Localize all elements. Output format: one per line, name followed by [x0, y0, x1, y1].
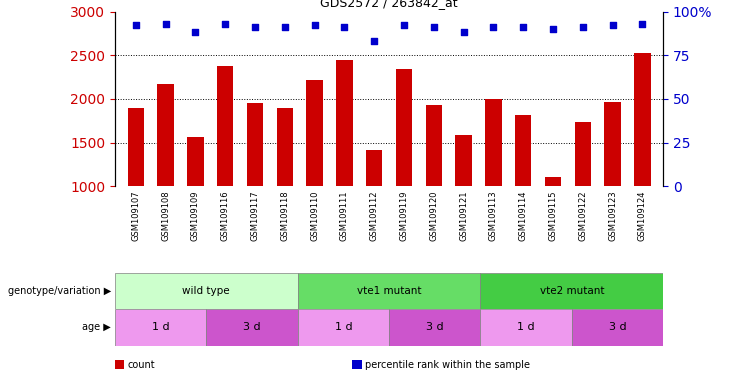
Text: 3 d: 3 d	[243, 322, 261, 333]
Bar	[545, 177, 561, 186]
Text: GSM109116: GSM109116	[221, 190, 230, 241]
Point	[190, 30, 202, 36]
Bar	[187, 137, 204, 186]
Point	[488, 24, 499, 30]
Text: GSM109123: GSM109123	[608, 190, 617, 241]
Text: GSM109108: GSM109108	[161, 190, 170, 241]
Bar	[634, 53, 651, 186]
Text: wild type: wild type	[182, 286, 230, 296]
Text: GSM109111: GSM109111	[340, 190, 349, 241]
Point	[428, 24, 439, 30]
Text: 3 d: 3 d	[426, 322, 444, 333]
Bar	[455, 135, 472, 186]
Text: 3 d: 3 d	[608, 322, 626, 333]
Point	[159, 21, 171, 27]
Bar	[425, 105, 442, 186]
Text: genotype/variation ▶: genotype/variation ▶	[8, 286, 111, 296]
Bar	[247, 103, 263, 186]
Point	[576, 24, 588, 30]
Text: count: count	[127, 360, 155, 370]
Bar	[480, 309, 572, 346]
Bar	[217, 66, 233, 186]
Bar	[206, 309, 298, 346]
Bar	[127, 108, 144, 186]
Point	[637, 21, 648, 27]
Text: GSM109117: GSM109117	[250, 190, 259, 241]
Bar	[515, 114, 531, 186]
Text: GSM109120: GSM109120	[429, 190, 438, 241]
Bar	[298, 273, 480, 309]
Point	[398, 22, 410, 28]
Bar	[480, 273, 663, 309]
Text: vte2 mutant: vte2 mutant	[539, 286, 604, 296]
Bar	[336, 60, 353, 186]
Bar	[485, 99, 502, 186]
Point	[547, 26, 559, 32]
Text: GSM109119: GSM109119	[399, 190, 408, 241]
Text: GSM109114: GSM109114	[519, 190, 528, 241]
Point	[607, 22, 619, 28]
Point	[517, 24, 529, 30]
Bar	[157, 84, 173, 186]
Text: GSM109112: GSM109112	[370, 190, 379, 241]
Bar	[605, 103, 621, 186]
Bar	[306, 79, 323, 186]
Title: GDS2572 / 263842_at: GDS2572 / 263842_at	[320, 0, 458, 9]
Text: 1 d: 1 d	[517, 322, 535, 333]
Bar	[276, 108, 293, 186]
Bar	[115, 309, 206, 346]
Point	[130, 22, 142, 28]
Point	[458, 30, 470, 36]
Text: GSM109113: GSM109113	[489, 190, 498, 241]
Bar	[115, 273, 298, 309]
Text: 1 d: 1 d	[152, 322, 170, 333]
Bar	[572, 309, 663, 346]
Point	[368, 38, 380, 44]
Text: GSM109109: GSM109109	[191, 190, 200, 241]
Text: age ▶: age ▶	[82, 322, 111, 333]
Bar	[396, 69, 412, 186]
Point	[249, 24, 261, 30]
Bar	[298, 309, 389, 346]
Bar	[574, 122, 591, 186]
Point	[339, 24, 350, 30]
Text: GSM109124: GSM109124	[638, 190, 647, 241]
Bar	[389, 309, 480, 346]
Text: GSM109110: GSM109110	[310, 190, 319, 241]
Text: GSM109118: GSM109118	[280, 190, 289, 241]
Text: GSM109115: GSM109115	[548, 190, 557, 241]
Point	[219, 21, 231, 27]
Text: vte1 mutant: vte1 mutant	[356, 286, 422, 296]
Text: GSM109122: GSM109122	[578, 190, 587, 241]
Bar	[366, 149, 382, 186]
Text: percentile rank within the sample: percentile rank within the sample	[365, 360, 530, 370]
Point	[279, 24, 290, 30]
Point	[308, 22, 320, 28]
Text: GSM109107: GSM109107	[131, 190, 140, 241]
Text: GSM109121: GSM109121	[459, 190, 468, 241]
Text: 1 d: 1 d	[334, 322, 352, 333]
